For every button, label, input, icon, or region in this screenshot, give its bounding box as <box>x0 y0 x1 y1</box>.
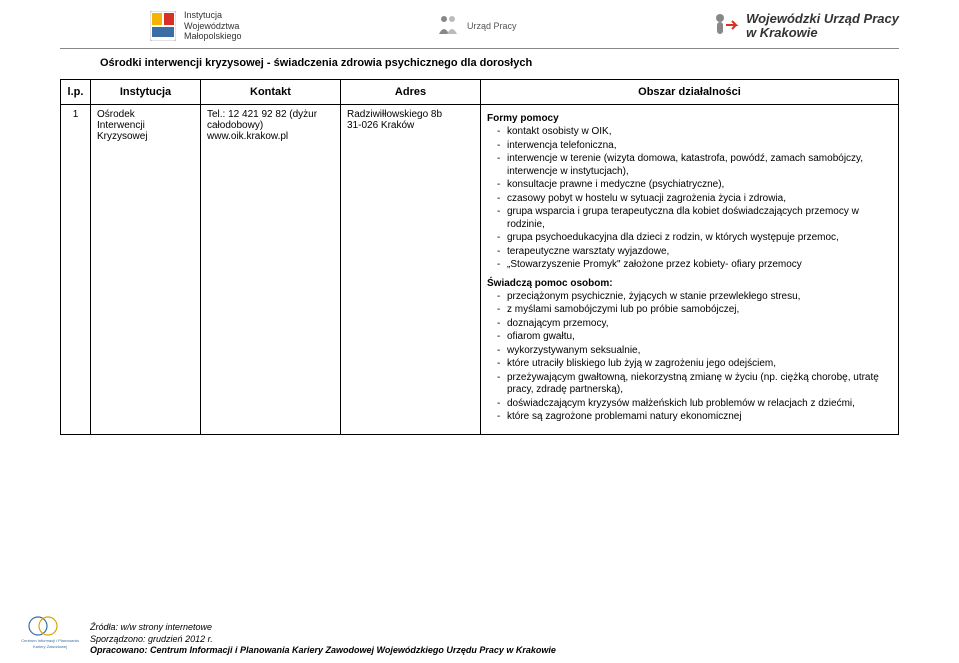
list-item: czasowy pobyt w hostelu w sytuacji zagro… <box>497 193 892 206</box>
col-header-kontakt: Kontakt <box>201 80 341 105</box>
list-item: które utraciły bliskiego lub żyją w zagr… <box>497 358 892 371</box>
logo-text-line: Województwa <box>184 21 242 32</box>
swiadcza-pomoc-list: przeciążonym psychicznie, żyjących w sta… <box>487 291 892 424</box>
logo-text-line: Małopolskiego <box>184 31 242 42</box>
footer-line-2: Sporządzono: grudzień 2012 r. <box>90 634 556 646</box>
logo-center-text: Urząd Pracy <box>467 21 517 31</box>
list-item: które są zagrożone problemami natury eko… <box>497 411 892 424</box>
cell-num: 1 <box>61 105 91 435</box>
svg-text:Centrum Informacji i Planowani: Centrum Informacji i Planowania <box>21 638 79 643</box>
list-item: ofiarom gwałtu, <box>497 331 892 344</box>
list-item: przeciążonym psychicznie, żyjących w sta… <box>497 291 892 304</box>
list-item: z myślami samobójczymi lub po próbie sam… <box>497 304 892 317</box>
footer-line-1: Źródła: w/w strony internetowe <box>90 622 556 634</box>
logo-wup-text: Wojewódzki Urząd Pracy w Krakowie <box>746 12 899 41</box>
list-item: grupa wsparcia i grupa terapeutyczna dla… <box>497 206 892 231</box>
logo-urzad-pracy: Urząd Pracy <box>435 12 517 41</box>
footer-text-block: Źródła: w/w strony internetowe Sporządzo… <box>90 622 556 657</box>
logo-text-line: Wojewódzki Urząd Pracy <box>746 12 899 26</box>
list-item: konsultacje prawne i medyczne (psychiatr… <box>497 179 892 192</box>
header-rule <box>60 48 899 49</box>
text-line: Radziwiłłowskiego 8b <box>347 109 474 120</box>
svg-text:Kariery Zawodowej: Kariery Zawodowej <box>33 644 67 649</box>
list-item: doznającym przemocy, <box>497 318 892 331</box>
list-item: doświadczającym kryzysów małżeńskich lub… <box>497 398 892 411</box>
list-item: interwencje w terenie (wizyta domowa, ka… <box>497 153 892 178</box>
cell-adres: Radziwiłłowskiego 8b31-026 Kraków <box>341 105 481 435</box>
list-item: terapeutyczne warsztaty wyjazdowe, <box>497 246 892 259</box>
footer-line-3: Opracowano: Centrum Informacji i Planowa… <box>90 645 556 657</box>
logo-malopolska-text: Instytucja Województwa Małopolskiego <box>184 10 242 42</box>
col-header-adres: Adres <box>341 80 481 105</box>
logo-text-line: w Krakowie <box>746 26 899 40</box>
obszar-heading-2: Świadczą pomoc osobom: <box>487 278 892 289</box>
header-logo-bar: Instytucja Województwa Małopolskiego Urz… <box>0 0 959 48</box>
list-item: kontakt osobisty w OIK, <box>497 126 892 139</box>
formy-pomocy-list: kontakt osobisty w OIK,interwencja telef… <box>487 126 892 272</box>
cell-obszar: Formy pomocy kontakt osobisty w OIK,inte… <box>481 105 899 435</box>
col-header-instytucja: Instytucja <box>91 80 201 105</box>
table-row: 1 OśrodekInterwencjiKryzysowej Tel.: 12 … <box>61 105 899 435</box>
cell-kontakt: Tel.: 12 421 92 82 (dyżurcałodobowy)www.… <box>201 105 341 435</box>
text-line: Ośrodek <box>97 109 194 120</box>
list-item: grupa psychoedukacyjna dla dzieci z rodz… <box>497 232 892 245</box>
cell-instytucja: OśrodekInterwencjiKryzysowej <box>91 105 201 435</box>
main-table: l.p. Instytucja Kontakt Adres Obszar dzi… <box>60 79 899 435</box>
text-line: www.oik.krakow.pl <box>207 131 334 142</box>
list-item: interwencja telefoniczna, <box>497 140 892 153</box>
text-line: Interwencji <box>97 120 194 131</box>
text-line: Tel.: 12 421 92 82 (dyżur <box>207 109 334 120</box>
logo-malopolska: Instytucja Województwa Małopolskiego <box>150 10 242 42</box>
logo-wup: Wojewódzki Urząd Pracy w Krakowie <box>710 10 899 43</box>
list-item: przeżywającym gwałtowną, niekorzystną zm… <box>497 372 892 397</box>
person-arrow-icon <box>710 10 740 43</box>
people-icon <box>435 12 461 41</box>
col-header-obszar: Obszar działalności <box>481 80 899 105</box>
obszar-heading-1: Formy pomocy <box>487 113 892 124</box>
footer-logo: Centrum Informacji i Planowania Kariery … <box>20 614 80 657</box>
col-header-lp: l.p. <box>61 80 91 105</box>
text-line: Kryzysowej <box>97 131 194 142</box>
shield-icon <box>150 11 176 41</box>
list-item: wykorzystywanym seksualnie, <box>497 345 892 358</box>
text-line: całodobowy) <box>207 120 334 131</box>
footer: Centrum Informacji i Planowania Kariery … <box>20 614 939 657</box>
list-item: „Stowarzyszenie Promyk" założone przez k… <box>497 259 892 272</box>
logo-text-line: Instytucja <box>184 10 242 21</box>
table-header-row: l.p. Instytucja Kontakt Adres Obszar dzi… <box>61 80 899 105</box>
document-title: Ośrodki interwencji kryzysowej - świadcz… <box>0 57 959 69</box>
text-line: 31-026 Kraków <box>347 120 474 131</box>
table-container: l.p. Instytucja Kontakt Adres Obszar dzi… <box>0 79 959 435</box>
